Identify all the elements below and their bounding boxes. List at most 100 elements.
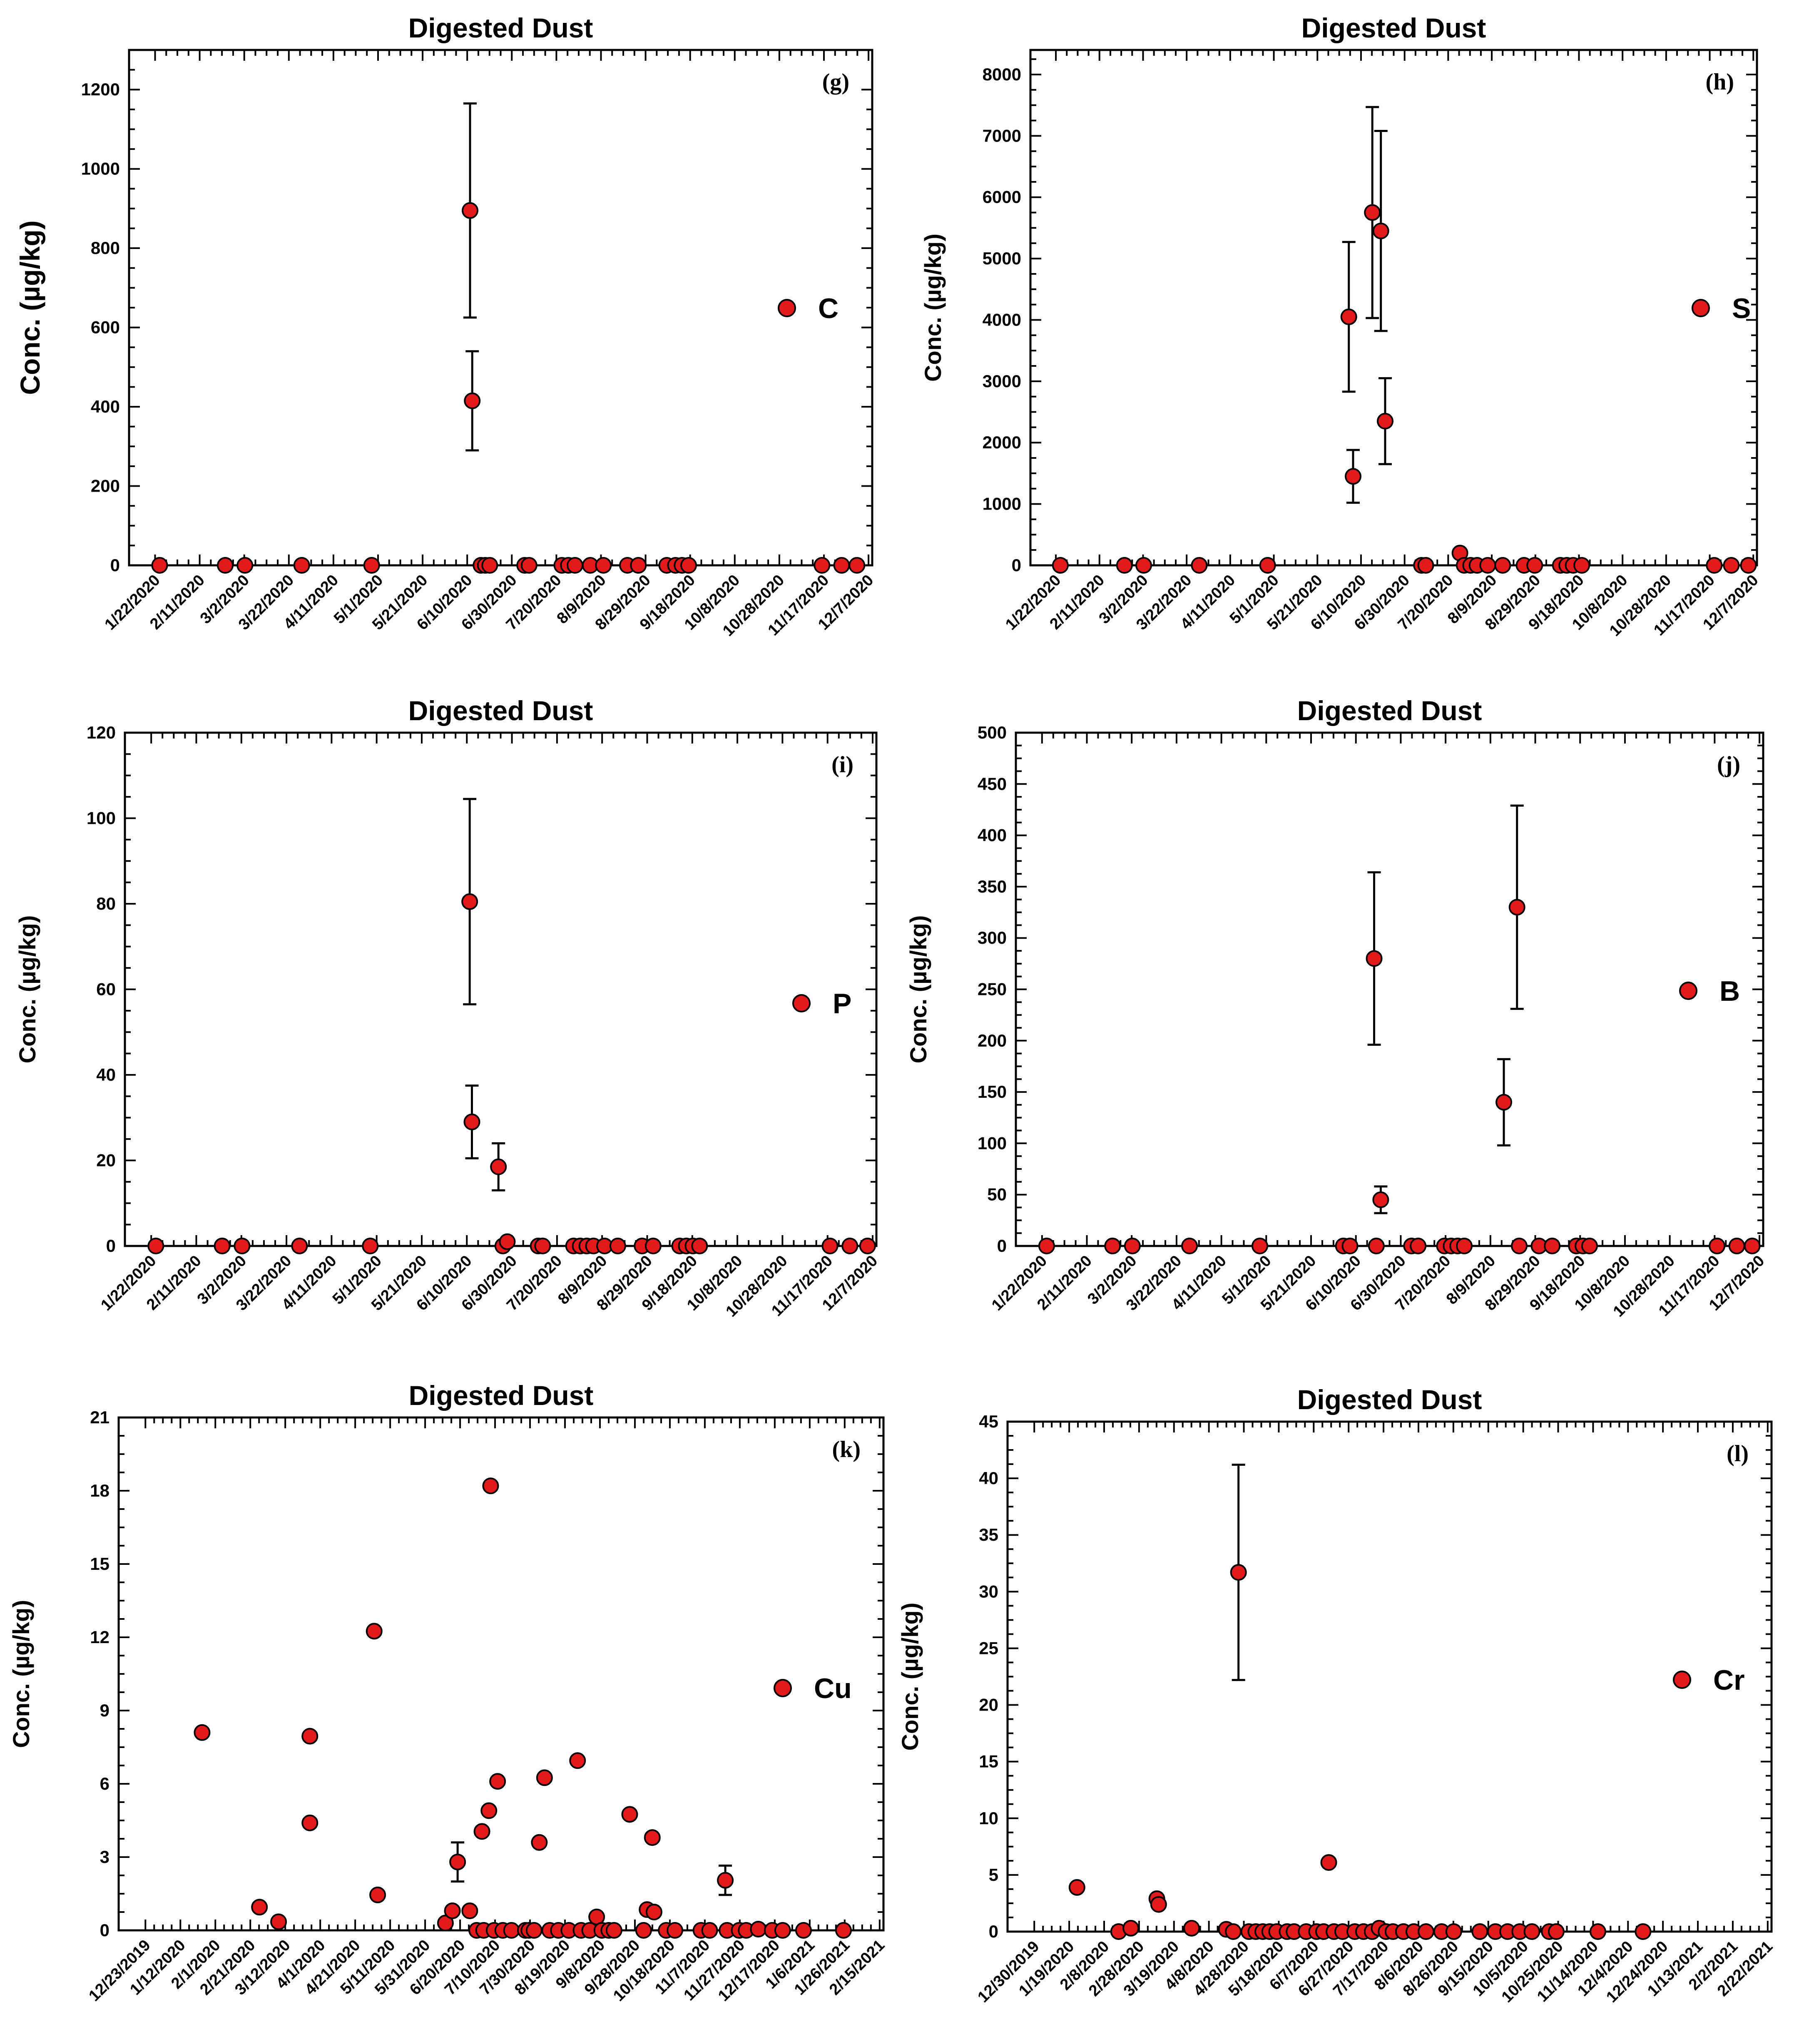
data-point [1723,557,1740,574]
chart-title: Digested Dust [408,12,593,43]
data-point [214,1238,231,1254]
y-tick-label: 150 [978,1082,1007,1102]
panel-label: (l) [1727,1441,1749,1467]
data-point [595,557,612,574]
y-tick-label: 100 [978,1133,1007,1153]
chart-panel-l: Digested Dust 0 5 10 15 20 25 30 35 40 45 Conc. (µg… [897,1384,1776,2006]
y-tick-label: 0 [110,555,120,575]
y-tick-label: 600 [91,318,120,337]
data-point [217,557,234,574]
legend-label: P [833,988,851,1020]
plot-frame [1029,49,1758,567]
data-point [1104,1238,1121,1254]
data-point [644,1829,661,1846]
data-point [1183,1920,1200,1937]
data-point [234,1238,251,1254]
panel-label: (h) [1706,69,1734,95]
y-axis-label: Conc. (µg/kg) [897,1603,923,1751]
data-point [147,1238,164,1254]
data-point [366,1623,383,1640]
data-point [701,1922,718,1939]
y-tick-label: 5 [989,1865,998,1885]
data-point [1052,557,1069,574]
y-tick-label: 20 [96,1151,116,1170]
data-point [1494,557,1511,574]
data-point [520,557,537,574]
data-point [635,1922,652,1939]
data-point [461,1902,478,1920]
data-point [717,1872,734,1889]
data-point [1479,557,1496,574]
y-tick-label: 45 [979,1412,998,1431]
legend-label: C [818,293,839,324]
data-point [1740,557,1757,574]
y-tick-label: 80 [96,894,116,913]
data-point [1259,557,1276,574]
data-point [1706,557,1723,574]
data-point [1418,1923,1435,1940]
data-point [499,1233,516,1250]
y-tick-label: 9 [100,1701,109,1720]
chart-title: Digested Dust [408,695,593,726]
data-point [301,1814,318,1831]
plot-frame [117,1416,885,1932]
y-tick-label: 40 [96,1065,116,1084]
data-point [1728,1238,1745,1254]
chart-panel-i: Digested Dust 0 20 40 60 80 100 120 Conc. (µg/kg… [14,695,881,1320]
data-point [1150,1896,1167,1913]
data-point [849,557,866,574]
y-tick-label: 120 [87,723,116,742]
data-point [750,1921,767,1938]
y-tick-label: 4000 [983,310,1021,329]
data-point [437,1915,454,1932]
data-point [1364,204,1381,221]
y-tick-label: 10 [979,1808,998,1828]
y-tick-label: 250 [978,980,1007,999]
data-point [1368,1238,1385,1254]
data-point [1181,1238,1198,1254]
panel-label: (k) [832,1437,861,1462]
data-point [503,1922,520,1939]
data-point [859,1238,876,1254]
data-point [1573,557,1590,574]
data-point [1116,557,1133,574]
y-tick-label: 7000 [983,126,1021,145]
y-tick-label: 0 [997,1236,1007,1256]
y-tick-label: 3 [100,1847,109,1867]
data-point [1445,1923,1462,1940]
legend-label: B [1719,975,1740,1007]
y-tick-label: 350 [978,877,1007,896]
legend-marker [1673,1671,1691,1689]
data-point [536,1769,553,1786]
y-tick-label: 200 [978,1031,1007,1050]
y-tick-label: 5000 [983,249,1021,268]
y-tick-label: 60 [96,980,116,999]
y-tick-label: 6 [100,1774,109,1793]
data-point [645,1904,662,1920]
data-point [270,1913,287,1930]
data-point [1523,1923,1540,1940]
y-tick-label: 12 [90,1627,109,1647]
y-tick-label: 800 [91,238,120,258]
data-point [605,1922,622,1939]
data-point [841,1238,858,1254]
data-point [814,557,831,574]
data-point [795,1922,812,1939]
data-point [567,557,583,574]
y-tick-label: 0 [1012,555,1021,575]
data-point [1340,308,1357,326]
data-point [1366,950,1383,967]
y-tick-label: 20 [979,1695,998,1715]
data-point [449,1853,466,1870]
data-point [1376,413,1393,430]
chart-panel-g: Digested Dust 0 200 400 600 800 1000 1200 Conc. … [15,12,877,640]
y-tick-label: 2000 [983,433,1021,452]
y-tick-label: 100 [87,808,116,828]
data-point [667,1922,683,1939]
data-point [236,557,254,574]
y-tick-label: 30 [979,1581,998,1601]
panel-label: (i) [831,752,853,778]
y-tick-label: 3000 [983,371,1021,391]
data-point [1589,1923,1606,1940]
